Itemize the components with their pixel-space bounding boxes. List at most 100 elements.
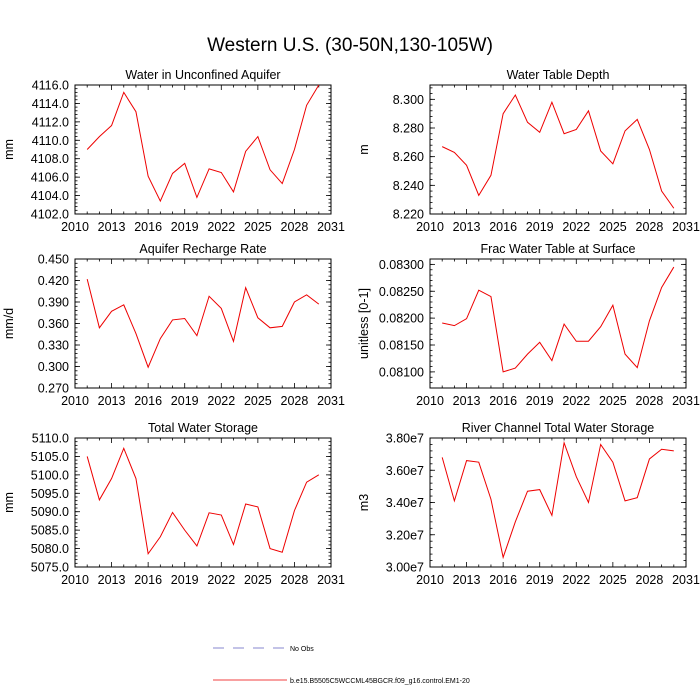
plot-frame [74,84,332,215]
x-tick-label: 2010 [61,394,89,408]
x-tick-label: 2028 [636,220,664,234]
y-tick-label: 0.390 [38,296,69,310]
panel-title: Aquifer Recharge Rate [139,242,266,256]
chart-panel: Water Table Depth m 2010 2013 2016 2019 2022 20… [357,68,700,234]
plot-frame [74,437,332,568]
y-tick-label: 0.420 [38,274,69,288]
y-tick-label: 4116.0 [32,79,69,93]
x-tick-label: 2031 [672,220,700,234]
x-tick-label: 2013 [453,573,481,587]
chart-panels: Water in Unconfined Aquifer mm 2010 2013 201… [2,68,700,587]
y-tick-label: 0.300 [38,360,69,374]
y-tick-label: 8.300 [393,93,424,107]
x-tick-label: 2022 [207,220,235,234]
y-tick-label: 5075.0 [31,561,69,575]
legend: No Obs b.e15.B5505C5WCCML45BGCR.f09_g16.… [213,646,470,685]
panel-title: Water in Unconfined Aquifer [125,68,280,82]
x-tick-label: 2028 [281,573,309,587]
chart-panel: River Channel Total Water Storage m3 2010 2… [357,421,700,587]
figure-title: Western U.S. (30-50N,130-105W) [207,35,493,56]
series-line [442,266,675,373]
y-axis-label: m [357,144,371,154]
x-tick-label: 2025 [244,394,272,408]
x-tick-label: 2016 [489,394,517,408]
y-axis-label: mm/d [2,308,16,339]
x-tick-label: 2028 [636,394,664,408]
x-tick-label: 2010 [416,220,444,234]
x-tick-label: 2022 [562,220,590,234]
x-tick-label: 2022 [207,573,235,587]
y-axis-label: unitless [0-1] [357,288,371,359]
plot-frame [429,437,687,568]
y-tick-label: 0.270 [38,382,69,396]
y-tick-label: 3.60e7 [386,464,424,478]
y-tick-label: 0.08200 [379,312,424,326]
x-tick-label: 2025 [244,573,272,587]
y-tick-label: 0.08250 [379,285,424,299]
y-tick-label: 3.00e7 [386,561,424,575]
x-tick-label: 2010 [416,394,444,408]
plot-frame [429,84,687,215]
y-tick-label: 5110.0 [32,432,69,446]
y-tick-label: 5095.0 [31,487,69,501]
y-tick-label: 8.240 [393,179,424,193]
x-tick-label: 2025 [599,394,627,408]
x-tick-label: 2013 [453,394,481,408]
y-tick-label: 8.220 [393,208,424,222]
y-tick-label: 4112.0 [32,115,69,129]
x-tick-label: 2028 [281,220,309,234]
panel-title: Total Water Storage [148,421,258,435]
y-axis-label: m3 [357,494,371,511]
legend-label-no-obs: No Obs [290,646,314,653]
x-tick-label: 2016 [134,220,162,234]
series-line [86,446,320,556]
x-tick-label: 2019 [171,394,199,408]
x-tick-label: 2025 [599,573,627,587]
y-tick-label: 0.08300 [379,258,424,272]
y-tick-label: 8.260 [393,150,424,164]
y-tick-label: 3.20e7 [386,528,424,542]
y-axis-label: mm [2,492,16,513]
x-tick-label: 2010 [61,573,89,587]
x-tick-label: 2025 [244,220,272,234]
panel-title: Water Table Depth [507,68,610,82]
y-tick-label: 4102.0 [31,208,69,222]
x-tick-label: 2022 [207,394,235,408]
series-line [86,84,320,203]
x-tick-label: 2022 [562,573,590,587]
y-tick-label: 4110.0 [32,134,69,148]
x-tick-label: 2019 [526,573,554,587]
panel-title: Frac Water Table at Surface [481,242,636,256]
y-tick-label: 0.330 [38,339,69,353]
x-tick-label: 2016 [134,573,162,587]
y-tick-label: 5090.0 [31,505,69,519]
panel-title: River Channel Total Water Storage [462,421,655,435]
y-tick-label: 3.40e7 [386,496,424,510]
x-tick-label: 2010 [416,573,444,587]
y-tick-label: 5085.0 [31,524,69,538]
x-tick-label: 2010 [61,220,89,234]
y-tick-label: 5100.0 [31,468,69,482]
y-axis-label: mm [2,139,16,160]
plot-frame [429,258,687,389]
y-tick-label: 3.80e7 [386,432,424,446]
x-tick-label: 2016 [134,394,162,408]
chart-panel: Total Water Storage mm 2010 2013 2016 2019 202… [2,421,345,587]
x-tick-label: 2013 [453,220,481,234]
x-tick-label: 2031 [317,573,345,587]
x-tick-label: 2031 [672,394,700,408]
series-line [86,278,320,369]
y-tick-label: 4108.0 [31,152,69,166]
x-tick-label: 2028 [281,394,309,408]
x-tick-label: 2028 [636,573,664,587]
y-tick-label: 0.08150 [379,339,424,353]
x-tick-label: 2019 [171,573,199,587]
series-line [441,440,674,560]
series-line [441,93,675,209]
y-tick-label: 5105.0 [31,450,69,464]
legend-label-control: b.e15.B5505C5WCCML45BGCR.f09_g16.control… [290,678,470,685]
x-tick-label: 2022 [562,394,590,408]
y-tick-label: 0.450 [38,253,69,267]
x-tick-label: 2019 [526,394,554,408]
